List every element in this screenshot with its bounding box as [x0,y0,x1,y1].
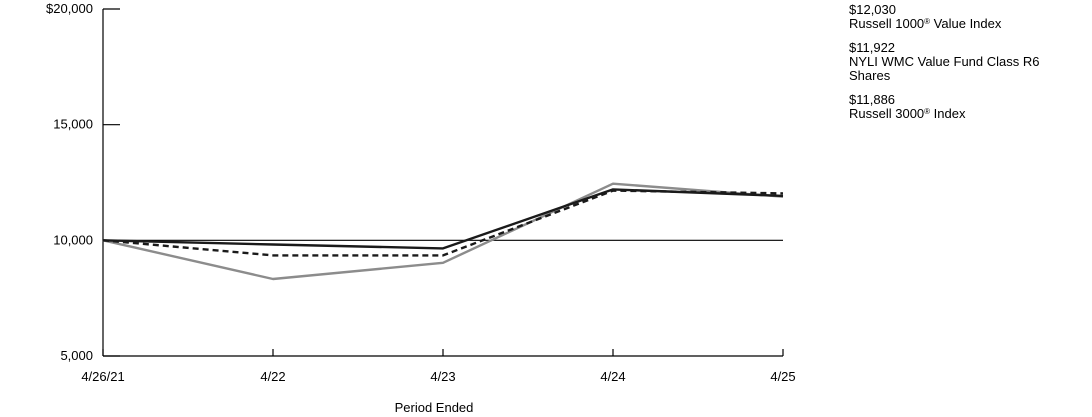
series-line-2 [102,182,784,281]
legend-series-name: Russell 1000® Value Index [849,16,1002,31]
legend-value: $11,886 [849,92,896,107]
legend-item-russell-3000: $11,886 Russell 3000® Index [822,93,1092,121]
x-axis-title: Period Ended [395,400,474,415]
chart-legend: $12,030 Russell 1000® Value Index $11,92… [822,3,1092,131]
x-tick-label: 4/23 [430,369,455,384]
legend-series-name: NYLI WMC Value Fund Class R6 Shares [849,54,1040,83]
legend-series-name: Russell 3000® Index [849,106,966,121]
x-tick-label: 4/24 [600,369,625,384]
legend-item-nyli-wmc-value-fund: $11,922 NYLI WMC Value Fund Class R6 Sha… [822,41,1092,83]
series-line-1 [102,188,784,250]
y-tick-label: $20,000 [46,1,93,16]
x-tick-label: 4/25 [770,369,795,384]
x-tick-label: 4/26/21 [81,369,124,384]
series-line-0 [102,189,784,257]
legend-value: $11,922 [849,40,896,55]
legend-value: $12,030 [849,2,896,17]
legend-item-russell-1000-value: $12,030 Russell 1000® Value Index [822,3,1092,31]
y-tick-label: 5,000 [60,348,93,363]
y-tick-label: 15,000 [53,117,93,132]
x-tick-label: 4/22 [260,369,285,384]
y-tick-label: 10,000 [53,232,93,247]
